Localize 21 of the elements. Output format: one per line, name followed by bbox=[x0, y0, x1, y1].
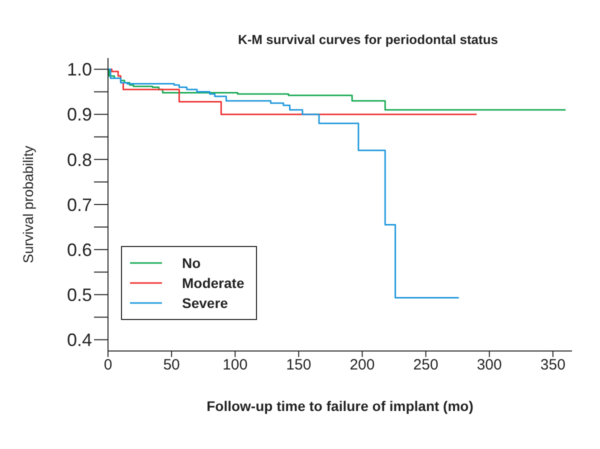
x-axis-title: Follow-up time to failure of implant (mo) bbox=[206, 398, 474, 414]
legend-label: Severe bbox=[182, 295, 228, 311]
x-tick-label: 250 bbox=[413, 356, 438, 374]
y-tick-label: 0.6 bbox=[66, 240, 92, 260]
legend-label: No bbox=[182, 255, 201, 271]
y-tick-label: 1.0 bbox=[66, 60, 92, 80]
x-tick-label: 350 bbox=[540, 356, 566, 374]
x-tick-label: 100 bbox=[222, 356, 248, 374]
x-tick-label: 50 bbox=[163, 356, 180, 374]
y-axis-title: Survival probability bbox=[20, 146, 36, 264]
y-tick-label: 0.8 bbox=[66, 150, 92, 170]
x-tick-label: 150 bbox=[286, 356, 312, 374]
y-tick-label: 0.9 bbox=[66, 104, 92, 125]
y-tick-label: 0.5 bbox=[66, 285, 92, 306]
x-tick-label: 300 bbox=[476, 356, 502, 374]
chart-title: K-M survival curves for periodontal status bbox=[236, 32, 500, 47]
x-tick-label: 0 bbox=[104, 356, 112, 374]
legend-label: Moderate bbox=[182, 275, 244, 291]
y-tick-label: 0.7 bbox=[66, 194, 92, 215]
y-tick-label: 0.4 bbox=[66, 330, 92, 350]
x-tick-label: 200 bbox=[350, 356, 375, 374]
